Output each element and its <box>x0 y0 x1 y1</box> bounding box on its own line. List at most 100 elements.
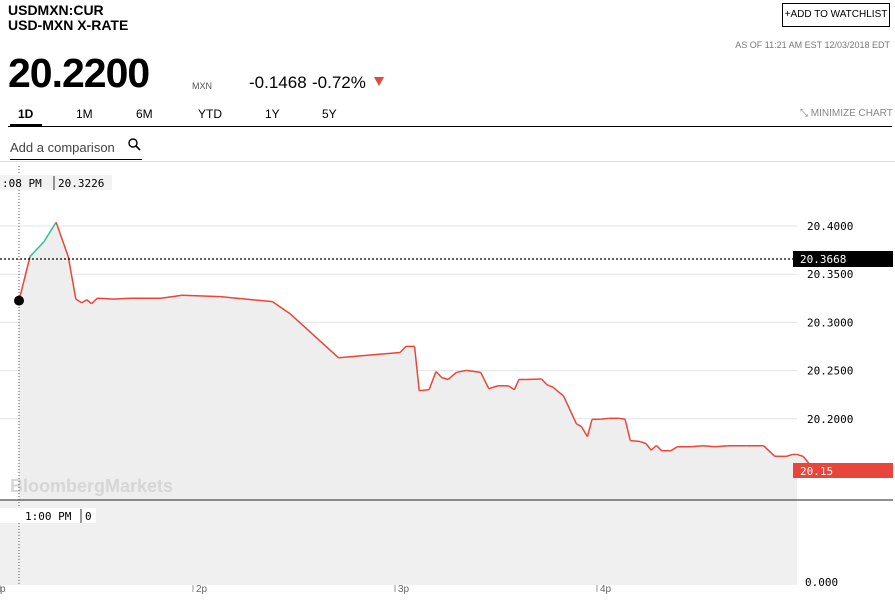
as-of-timestamp: AS OF 11:21 AM EST 12/03/2018 EDT <box>735 40 890 50</box>
price-line <box>18 221 811 465</box>
tab-1m[interactable]: 1M <box>76 107 93 121</box>
currency-label: MXN <box>192 81 212 91</box>
line-segment <box>670 446 678 452</box>
active-tab-indicator <box>10 124 42 127</box>
tab-1y[interactable]: 1Y <box>265 107 280 121</box>
line-segment <box>338 351 401 359</box>
reference-label-box <box>793 251 893 267</box>
line-segment <box>763 445 776 457</box>
line-segment <box>655 444 663 452</box>
line-segment <box>480 372 490 390</box>
line-segment <box>160 294 183 299</box>
line-segment <box>796 453 804 458</box>
price-change-percent: -0.72% <box>312 73 366 92</box>
volume-pane <box>0 500 797 585</box>
line-segment <box>714 445 728 448</box>
line-segment <box>645 443 652 451</box>
chart-top-divider <box>0 161 895 162</box>
minimize-chart-button[interactable]: ⤡ MINIMIZE CHART <box>800 108 893 119</box>
y-tick-label: 20.2500 <box>807 365 853 378</box>
comparison-search-input[interactable] <box>10 135 142 160</box>
line-segment <box>600 417 609 421</box>
line-segment <box>639 440 647 445</box>
down-arrow-icon <box>374 77 384 86</box>
line-segment <box>691 445 703 448</box>
x-tick-label: 3p <box>398 584 410 595</box>
line-segment <box>289 313 340 359</box>
line-segment <box>702 445 716 448</box>
line-segment <box>86 299 92 305</box>
line-segment <box>220 295 273 303</box>
line-segment <box>576 423 582 428</box>
line-segment <box>113 297 131 300</box>
line-segment <box>419 388 430 392</box>
tab-1d[interactable]: 1D <box>18 107 34 121</box>
tab-ytd[interactable]: YTD <box>198 107 222 121</box>
reference-label: 20.3668 <box>800 253 846 266</box>
x-tick-label: p <box>0 584 6 595</box>
line-segment <box>488 385 499 390</box>
price-change: -0.1468 <box>249 73 307 92</box>
line-segment <box>75 298 83 304</box>
search-icon[interactable] <box>128 138 141 151</box>
line-segment <box>43 221 57 243</box>
line-segment <box>447 371 457 381</box>
y-tick-label: 20.4000 <box>807 220 853 233</box>
x-tick-label: 4p <box>600 584 612 595</box>
tab-5y[interactable]: 5Y <box>322 107 337 121</box>
line-segment <box>466 369 481 374</box>
line-segment <box>624 419 632 441</box>
watermark-logo: BloombergMarkets <box>10 476 173 496</box>
line-segment <box>428 371 437 390</box>
crosshair-label-box <box>0 175 112 190</box>
line-segment <box>562 395 578 425</box>
line-segment <box>508 385 515 391</box>
volume-value: 0 <box>85 510 92 523</box>
tab-6m[interactable]: 6M <box>136 107 153 121</box>
line-segment <box>456 369 467 374</box>
line-segment <box>441 376 449 381</box>
line-segment <box>580 426 589 438</box>
price-area-fill <box>19 222 810 500</box>
y-tick-label: 20.2000 <box>807 413 853 426</box>
line-segment <box>546 383 554 388</box>
minimize-icon: ⤡ <box>800 108 811 119</box>
ticker-symbol: USDMXN:CUR <box>8 2 104 18</box>
line-segment <box>586 419 593 437</box>
ticker-name: USD-MXN X-RATE <box>8 17 129 33</box>
line-segment <box>413 346 420 391</box>
y-tick-label: 20.3500 <box>807 268 853 281</box>
current-price: 20.2200 <box>8 50 150 96</box>
line-segment <box>435 370 443 379</box>
line-segment <box>552 386 565 397</box>
line-segment <box>399 345 407 353</box>
line-segment <box>181 294 221 298</box>
crosshair-value: 20.3226 <box>58 177 104 190</box>
y-tick-label: 20.3000 <box>807 316 853 329</box>
x-tick-label: 2p <box>196 584 208 595</box>
line-segment <box>272 301 291 315</box>
line-segment <box>541 378 548 386</box>
line-segment <box>81 299 88 304</box>
line-segment <box>786 453 793 458</box>
minimize-label: MINIMIZE CHART <box>810 108 893 119</box>
line-segment <box>67 256 77 300</box>
start-marker <box>14 295 24 306</box>
last-price-label: 20.15 <box>800 465 833 478</box>
plus-icon: + <box>784 9 791 20</box>
line-segment <box>650 444 657 451</box>
last-price-box <box>793 463 893 478</box>
volume-label-box <box>0 508 96 523</box>
line-segment <box>802 455 811 465</box>
x-axis: p 2p 3p 4p <box>0 584 612 595</box>
line-segment <box>630 439 641 443</box>
line-segment <box>18 256 31 301</box>
line-segment <box>55 221 70 258</box>
watchlist-label: ADD TO WATCHLIST <box>790 9 888 20</box>
volume-axis-label: 0.000 <box>805 576 838 589</box>
volume-time: 1:00 PM <box>25 510 72 523</box>
add-to-watchlist-button[interactable]: +ADD TO WATCHLIST <box>782 3 890 27</box>
crosshair-time: :08 PM <box>2 177 42 190</box>
y-axis: 20.4000 20.3500 20.3000 20.2500 20.2000 <box>807 220 853 426</box>
